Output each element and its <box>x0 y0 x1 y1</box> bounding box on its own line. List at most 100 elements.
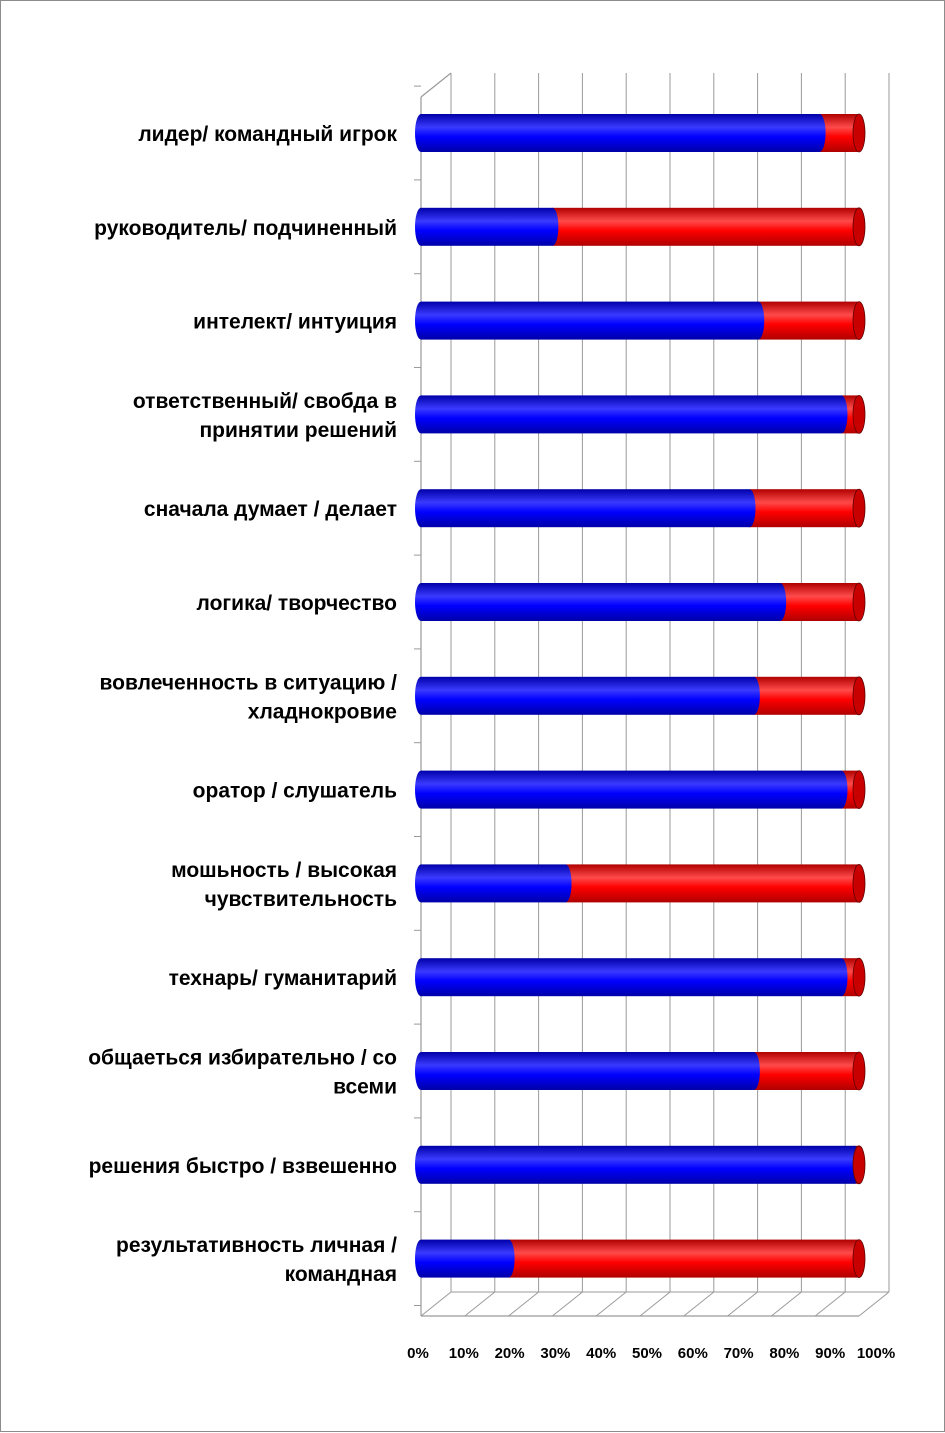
floor-gridline <box>858 1291 890 1317</box>
bar-cap-outline <box>852 113 866 153</box>
bar-segment-series-1 <box>421 395 842 434</box>
bar-cap-outline <box>852 957 866 997</box>
bar-segment-joint <box>813 114 826 152</box>
category-label: командная <box>285 1263 397 1286</box>
bar-segment-series-1 <box>421 1052 754 1090</box>
floor-gridline <box>727 1291 758 1317</box>
bar-segment-series-2 <box>565 864 859 903</box>
category-label: результативность личная / <box>116 1234 397 1257</box>
category-label: сначала думает / делает <box>144 498 397 521</box>
x-tick-label: 40% <box>586 1345 616 1362</box>
bar-segment-series-2 <box>753 1052 859 1090</box>
x-tick-label: 100% <box>857 1345 895 1362</box>
bar-segment-joint <box>752 301 765 340</box>
bar-segment-series-1 <box>421 1239 509 1278</box>
bar-cap-right <box>853 207 865 246</box>
bar-cap-right <box>853 114 865 152</box>
bar-cap-left <box>415 864 427 903</box>
x-tick-label: 0% <box>407 1345 429 1362</box>
bar-cap-right <box>853 770 865 809</box>
category-label: логика/ творчество <box>197 592 397 615</box>
floor-gridline <box>552 1291 583 1317</box>
floor-gridline <box>464 1291 496 1317</box>
floor-gridline <box>508 1291 539 1317</box>
category-label: оратор / слушатель <box>193 780 397 803</box>
x-tick-label: 20% <box>495 1345 525 1362</box>
bar-segment-joint <box>835 958 848 997</box>
bar-segment-series-1 <box>421 207 553 246</box>
bar-segment-series-1 <box>421 1145 855 1184</box>
floor-gridline <box>771 1291 802 1317</box>
category-label: мошьность / высокая <box>171 859 397 882</box>
bar-cap-right <box>853 864 865 903</box>
bar-cap-outline <box>852 864 866 903</box>
bar-cap-outline <box>852 676 866 716</box>
bar-cap-right <box>853 958 865 997</box>
bar-segment-series-1 <box>421 489 750 528</box>
bar-cap-left <box>415 395 427 434</box>
bar-segment-series-1 <box>421 958 842 997</box>
category-label: технарь/ гуманитарий <box>169 967 397 990</box>
bar-cap-right <box>853 676 865 715</box>
bar-cap-outline <box>852 770 866 809</box>
bar-segment-series-2 <box>780 583 859 621</box>
x-tick-label: 70% <box>724 1345 754 1362</box>
bar-segment-joint <box>774 583 787 621</box>
bar-cap-right <box>853 489 865 528</box>
bar-segment-series-1 <box>421 770 842 809</box>
bar-cap-outline <box>852 394 866 434</box>
category-label: общаеться избирательно / со <box>88 1047 397 1070</box>
bar-cap-left <box>415 489 427 528</box>
bar-segment-series-1 <box>421 864 566 903</box>
bar-cap-right <box>853 301 865 340</box>
x-tick-label: 50% <box>632 1345 662 1362</box>
bar-segment-joint <box>747 676 760 715</box>
bar-segment-series-1 <box>421 114 820 152</box>
x-tick-label: 80% <box>769 1345 799 1362</box>
bar-segment-joint <box>559 864 572 903</box>
bar-cap-left <box>415 207 427 246</box>
bar-segment-series-1 <box>421 676 754 715</box>
bar-segment-joint <box>835 770 848 809</box>
category-label: руководитель/ подчиненный <box>94 217 397 240</box>
bar-segment-series-1 <box>421 301 759 340</box>
axis-line <box>420 72 452 98</box>
bar-cap-left <box>415 114 427 152</box>
bar-segment-series-2 <box>552 207 859 246</box>
bar-segment-series-2 <box>758 301 859 340</box>
category-label: всеми <box>333 1076 397 1099</box>
category-label: решения быстро / взвешенно <box>89 1155 397 1178</box>
bar-cap-outline <box>852 488 866 528</box>
bar-segment-joint <box>743 489 756 528</box>
bar-cap-right <box>853 1239 865 1278</box>
bar-segment-series-1 <box>421 583 781 621</box>
bar-cap-right <box>853 1145 865 1184</box>
bar-cap-right <box>853 1052 865 1090</box>
bar-cap-left <box>415 958 427 997</box>
bar-segment-series-2 <box>753 676 859 715</box>
x-tick-label: 30% <box>540 1345 570 1362</box>
bar-cap-left <box>415 1145 427 1184</box>
bar-segment-joint <box>835 395 848 434</box>
x-tick-label: 10% <box>449 1345 479 1362</box>
floor-gridline <box>595 1291 627 1317</box>
category-label: лидер/ командный игрок <box>138 123 397 146</box>
floor-gridline <box>683 1291 715 1317</box>
bar-cap-outline <box>852 582 866 622</box>
category-label: хладнокровие <box>248 700 397 723</box>
bar-segment-joint <box>546 207 559 246</box>
category-label: чувствительность <box>205 888 397 911</box>
bar-segment-joint <box>747 1052 760 1090</box>
bar-cap-left <box>415 770 427 809</box>
bar-cap-left <box>415 1052 427 1090</box>
bar-cap-outline <box>852 207 866 247</box>
bar-cap-outline <box>852 301 866 341</box>
bar-segment-series-2 <box>819 114 859 152</box>
bar-cap-right <box>853 583 865 621</box>
x-tick-label: 90% <box>815 1345 845 1362</box>
bar-cap-left <box>415 583 427 621</box>
bar-cap-left <box>415 301 427 340</box>
floor-gridline <box>420 1291 452 1317</box>
